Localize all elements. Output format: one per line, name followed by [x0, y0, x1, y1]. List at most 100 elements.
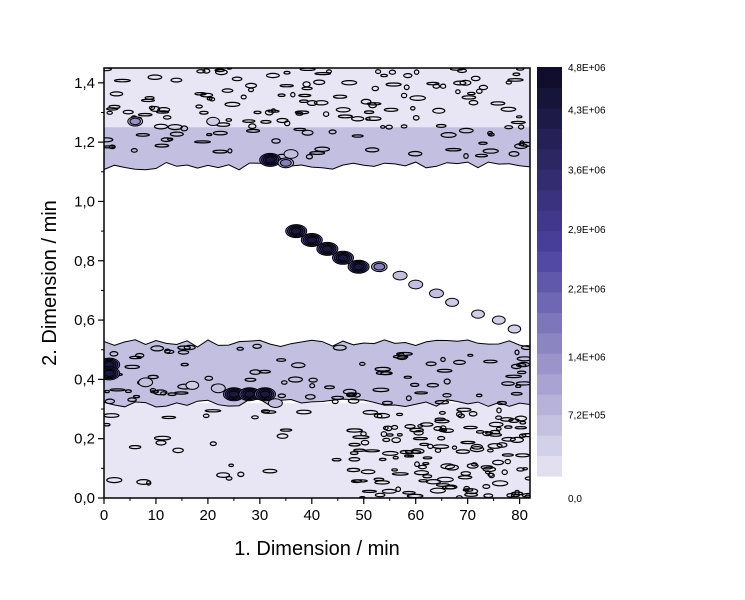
- noise-contour: [508, 150, 520, 157]
- noise-contour: [363, 110, 375, 115]
- noise-contour: [391, 472, 409, 476]
- colorbar-level: [537, 435, 562, 457]
- noise-contour: [413, 429, 424, 436]
- noise-contour: [516, 467, 525, 472]
- noise-contour: [405, 395, 412, 402]
- y-tick-label: 0,8: [74, 253, 95, 270]
- noise-contour: [169, 131, 184, 137]
- noise-contour: [108, 104, 121, 110]
- y-tick-label: 1,0: [74, 193, 95, 210]
- noise-contour: [380, 431, 388, 438]
- noise-contour: [458, 127, 474, 134]
- noise-contour: [157, 106, 171, 113]
- noise-contour: [206, 96, 213, 101]
- noise-contour: [521, 492, 530, 498]
- noise-contour: [434, 447, 442, 453]
- peak-contour: [373, 262, 386, 271]
- colorbar-tick-label: 3,6E+06: [568, 165, 606, 176]
- noise-contour: [414, 461, 420, 468]
- noise-contour: [308, 377, 318, 383]
- noise-contour: [335, 107, 351, 113]
- noise-contour: [436, 476, 454, 483]
- noise-contour: [337, 114, 353, 119]
- noise-contour: [253, 110, 262, 115]
- noise-contour: [504, 125, 514, 130]
- noise-contour: [442, 392, 452, 398]
- noise-contour: [461, 95, 477, 100]
- noise-contour: [490, 101, 506, 106]
- colorbar-level: [537, 189, 562, 211]
- noise-contour: [104, 413, 120, 418]
- noise-contour: [396, 432, 403, 437]
- noise-contour: [456, 407, 472, 412]
- noise-contour: [363, 449, 381, 453]
- noise-contour: [104, 398, 116, 405]
- noise-contour: [332, 94, 348, 99]
- noise-contour: [167, 123, 183, 131]
- noise-contour: [404, 424, 416, 430]
- colorbar-level: [537, 87, 562, 109]
- noise-contour: [381, 488, 397, 494]
- peak-contour: [445, 297, 460, 307]
- colorbar-level: [537, 394, 562, 416]
- noise-contour: [457, 475, 473, 480]
- noise-contour: [422, 462, 430, 466]
- noise-contour: [510, 120, 526, 125]
- noise-contour: [322, 111, 330, 117]
- background-band: [104, 68, 530, 128]
- noise-contour: [262, 468, 278, 474]
- noise-contour: [463, 153, 469, 160]
- noise-contour: [474, 153, 489, 158]
- noise-contour: [373, 412, 391, 419]
- noise-contour: [346, 393, 357, 398]
- noise-contour: [451, 445, 458, 450]
- noise-contour: [360, 439, 370, 446]
- colorbar-level: [537, 373, 562, 395]
- colorbar-level: [537, 169, 562, 191]
- noise-contour: [380, 371, 393, 376]
- noise-contour: [519, 420, 527, 425]
- noise-contour: [388, 69, 397, 75]
- noise-contour: [383, 107, 399, 112]
- noise-contour: [164, 348, 171, 354]
- noise-contour: [212, 130, 228, 136]
- noise-contour: [491, 480, 509, 487]
- noise-contour: [503, 425, 513, 429]
- noise-contour: [460, 440, 476, 445]
- noise-contour: [132, 394, 141, 399]
- noise-contour: [155, 439, 167, 446]
- noise-contour: [224, 101, 241, 108]
- noise-contour: [380, 124, 386, 129]
- noise-contour: [128, 445, 142, 450]
- noise-contour: [381, 450, 399, 456]
- noise-contour: [404, 449, 422, 454]
- noise-contour: [265, 72, 280, 79]
- x-axis-title: 1. Dimension / min: [234, 538, 400, 560]
- noise-contour: [279, 428, 293, 432]
- colorbar: [537, 67, 562, 477]
- noise-contour: [438, 410, 446, 415]
- noise-contour: [457, 68, 468, 74]
- noise-contour: [149, 388, 157, 393]
- noise-contour: [306, 99, 318, 106]
- noise-contour: [409, 427, 424, 433]
- noise-contour: [276, 433, 289, 439]
- peak-contour: [104, 369, 115, 377]
- noise-contour: [170, 77, 183, 83]
- noise-contour: [366, 102, 382, 106]
- noise-contour: [520, 345, 530, 351]
- peak-contour: [507, 324, 522, 334]
- plot-frame: [103, 67, 531, 499]
- noise-contour: [216, 472, 231, 479]
- noise-contour: [360, 98, 372, 105]
- noise-contour: [455, 89, 461, 95]
- x-tick-label: 40: [303, 507, 320, 524]
- noise-contour: [113, 78, 131, 83]
- noise-contour: [277, 93, 286, 98]
- noise-contour: [149, 105, 161, 112]
- noise-contour: [440, 463, 456, 470]
- noise-contour: [365, 116, 371, 121]
- peak-contour: [392, 270, 408, 281]
- peak-contour: [244, 390, 255, 398]
- peak-contour: [264, 156, 276, 164]
